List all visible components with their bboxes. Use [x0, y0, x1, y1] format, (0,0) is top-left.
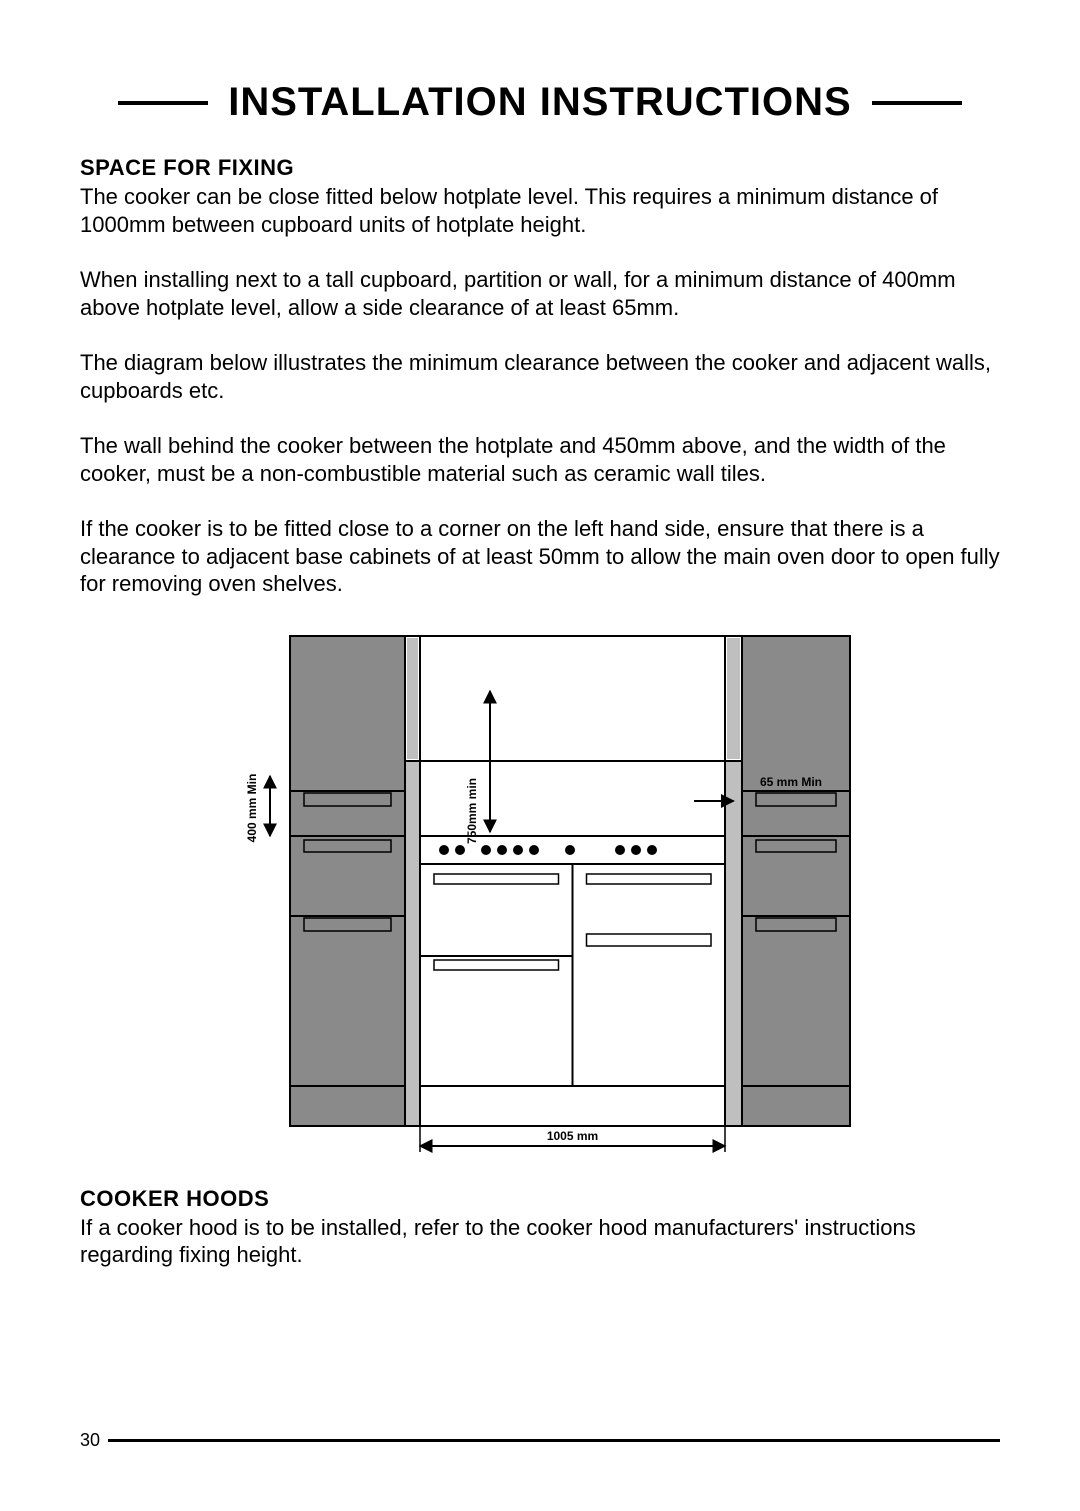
title-rule-right: [872, 101, 962, 105]
paragraph: If a cooker hood is to be installed, ref…: [80, 1214, 1000, 1269]
page-footer: 30: [80, 1430, 1000, 1451]
paragraph: If the cooker is to be fitted close to a…: [80, 515, 1000, 598]
svg-text:65 mm Min: 65 mm Min: [760, 775, 822, 789]
page-title: INSTALLATION INSTRUCTIONS: [228, 80, 851, 125]
svg-text:400 mm Min: 400 mm Min: [245, 773, 259, 842]
clearance-diagram: 750mm min 400 mm Min 65 mm Min 1005 mm: [80, 626, 1000, 1156]
heading-cooker-hoods: COOKER HOODS: [80, 1186, 1000, 1212]
title-bar: INSTALLATION INSTRUCTIONS: [80, 80, 1000, 125]
svg-text:1005 mm: 1005 mm: [547, 1129, 598, 1143]
page-number: 30: [80, 1430, 100, 1451]
svg-text:750mm min: 750mm min: [465, 777, 479, 843]
paragraph: The diagram below illustrates the minimu…: [80, 349, 1000, 404]
heading-space-for-fixing: SPACE FOR FIXING: [80, 155, 1000, 181]
paragraph: The wall behind the cooker between the h…: [80, 432, 1000, 487]
footer-rule: [108, 1439, 1000, 1442]
paragraph: The cooker can be close fitted below hot…: [80, 183, 1000, 238]
paragraph: When installing next to a tall cupboard,…: [80, 266, 1000, 321]
title-rule-left: [118, 101, 208, 105]
